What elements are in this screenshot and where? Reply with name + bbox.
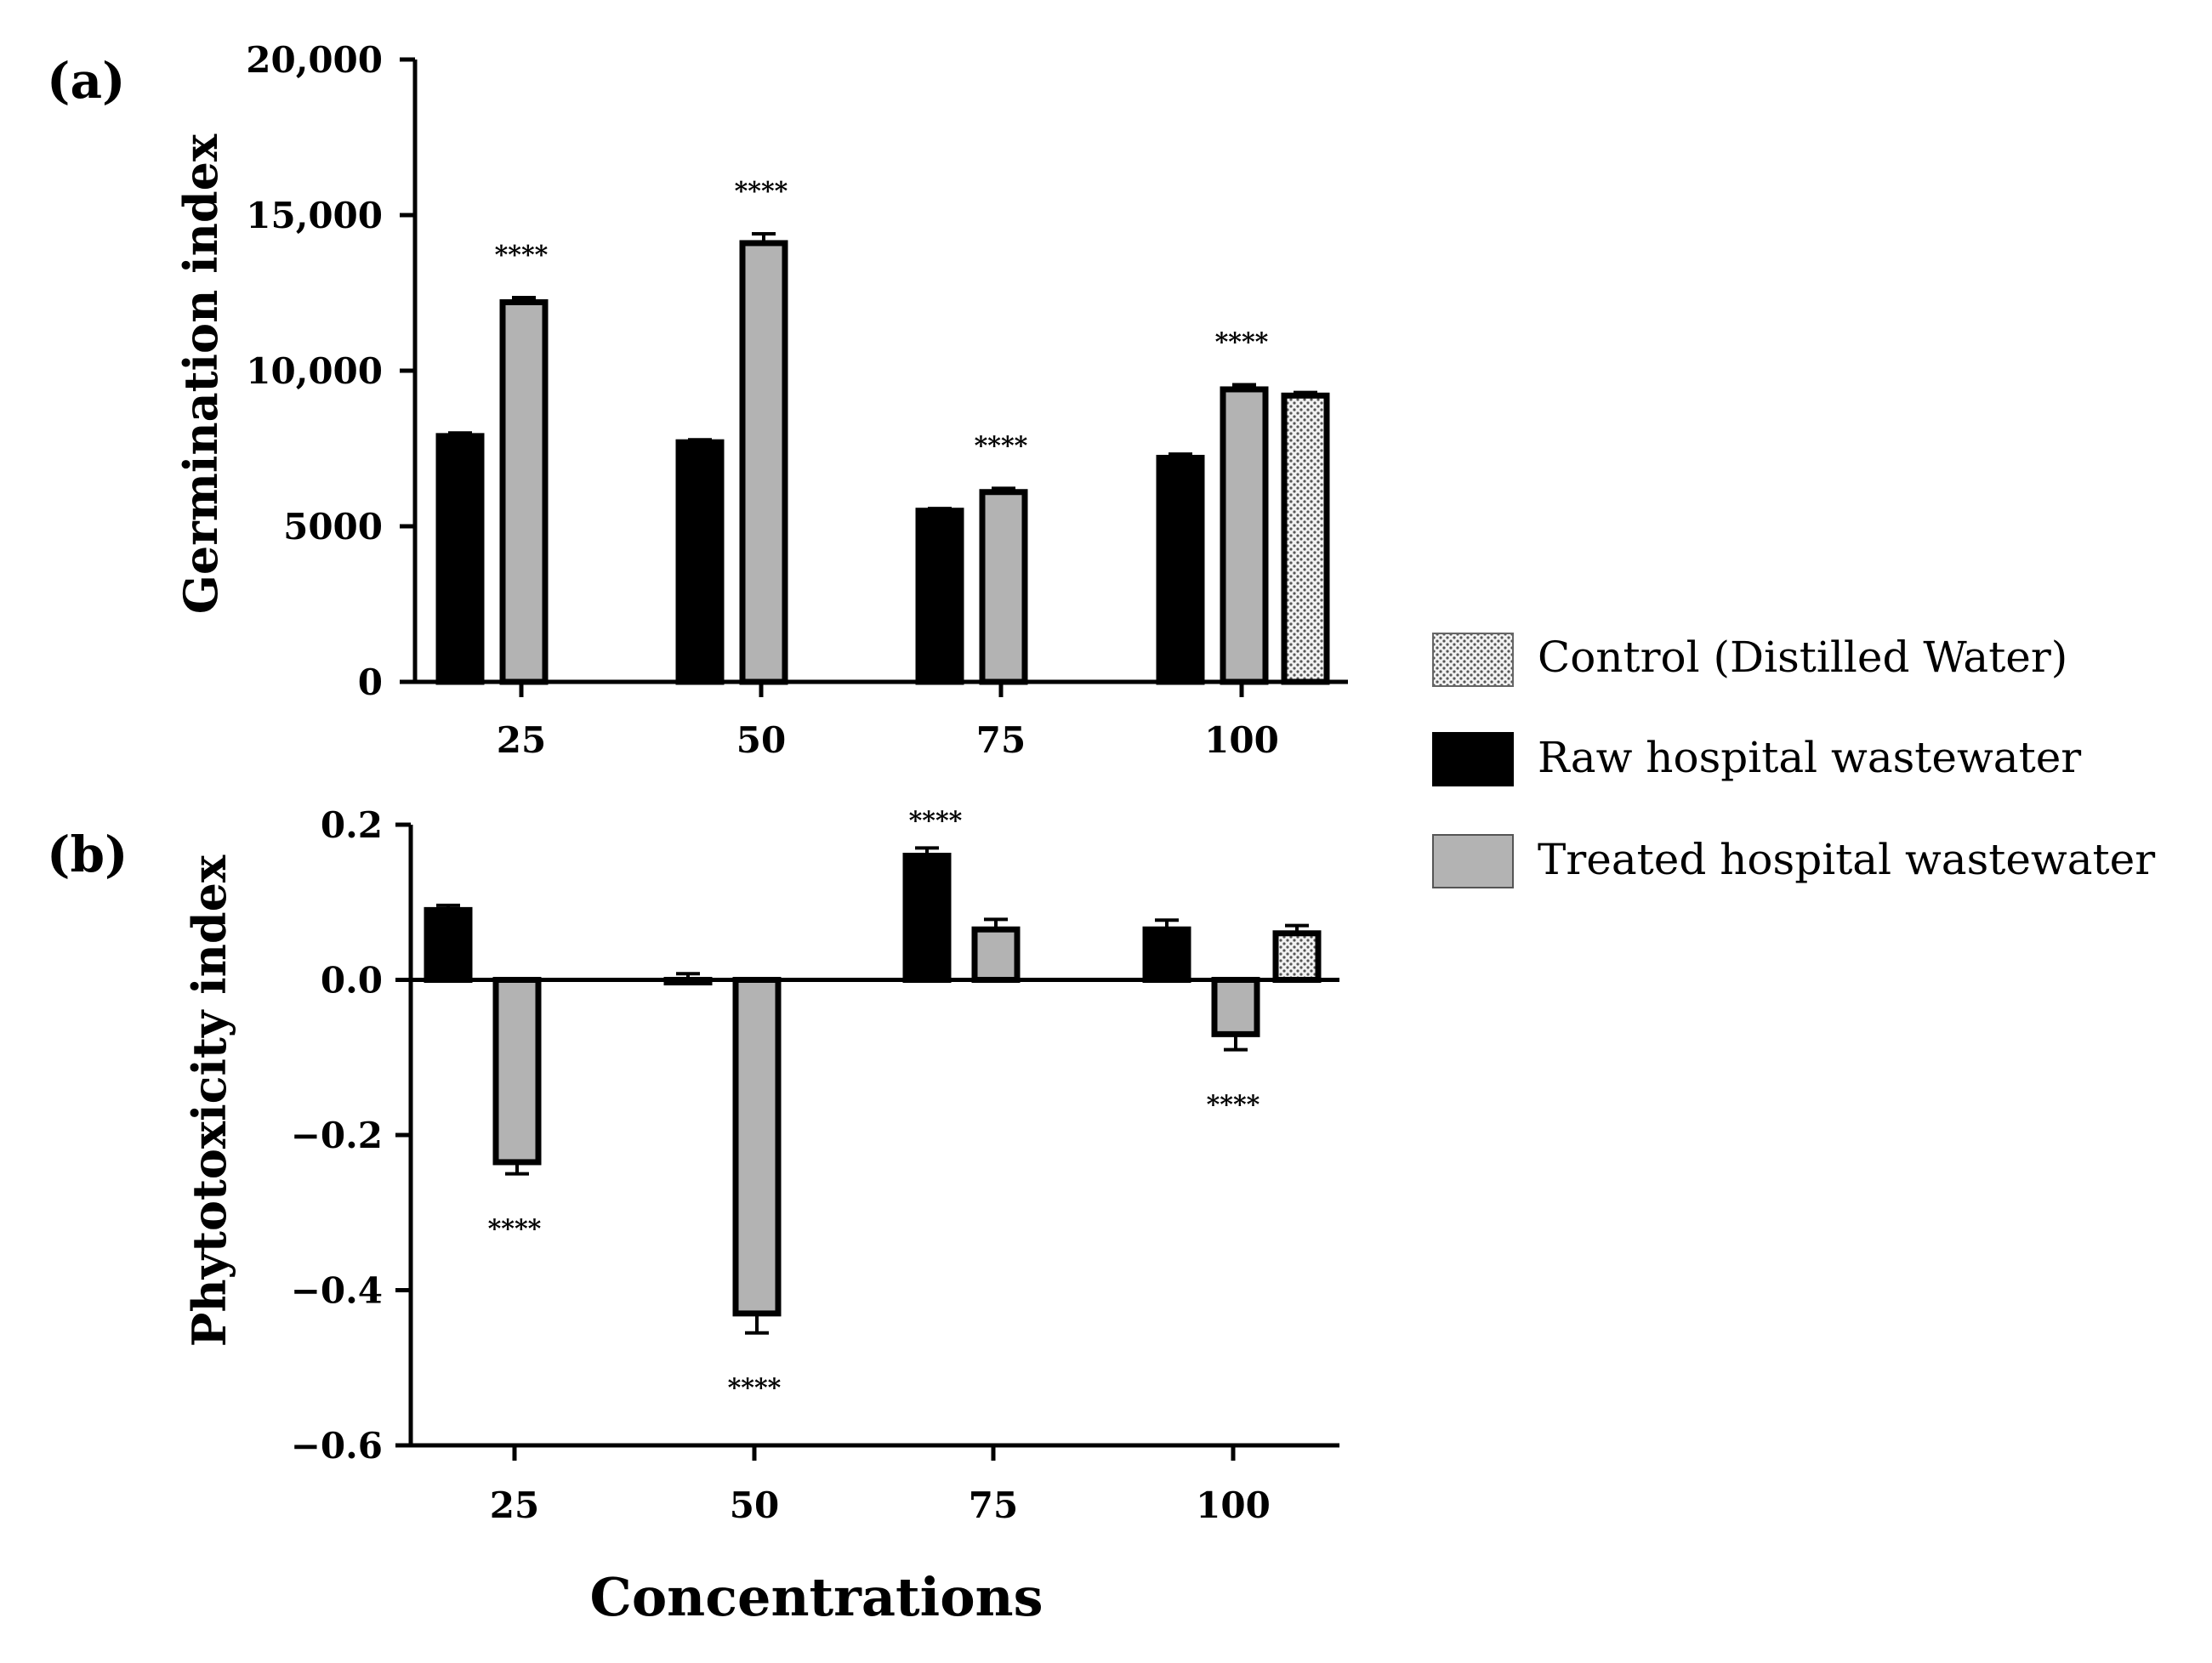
significance-marker: **** (488, 1215, 542, 1245)
x-tick-label: 50 (730, 1484, 779, 1526)
legend-swatch-raw (1432, 732, 1514, 786)
y-tick-label: 15,000 (246, 195, 383, 236)
legend-item-control: Control (Distilled Water) (1432, 633, 2067, 687)
significance-marker: **** (909, 806, 963, 836)
significance-marker: **** (728, 1374, 782, 1404)
significance-marker: **** (735, 177, 788, 207)
panel-b-label: (b) (47, 826, 128, 883)
y-tick-label: 5000 (283, 506, 383, 548)
bar-control (1281, 392, 1330, 685)
bar-raw (915, 508, 964, 685)
bar-treated (499, 298, 549, 685)
legend: Control (Distilled Water) Raw hospital w… (1432, 633, 2155, 888)
x-tick-label: 75 (969, 1484, 1018, 1526)
x-tick-label: 25 (497, 719, 546, 761)
panel-b-phytotoxicity-chart: (b) Phytotoxicity index −0.6 −0.4 −0.2 0.0 0… (47, 804, 1339, 1628)
x-tick-label: 25 (490, 1484, 539, 1526)
bar-treated (732, 977, 782, 1317)
bar-treated (979, 489, 1028, 685)
y-tick-label: −0.2 (291, 1115, 383, 1156)
legend-swatch-control (1432, 633, 1514, 687)
legend-label-treated: Treated hospital wastewater (1538, 835, 2155, 884)
bar-treated (1220, 386, 1269, 685)
y-tick-label: 0.0 (321, 960, 383, 1002)
panel-a-germination-chart: (a) Germination index 0 5000 10,000 15,000 2… (47, 39, 1348, 761)
bar-control (1272, 930, 1322, 983)
x-axis-title: Concentrations (589, 1566, 1043, 1628)
bar-treated (971, 926, 1021, 983)
x-tick-label: 50 (736, 719, 786, 761)
x-tick-label: 100 (1196, 1484, 1271, 1526)
legend-swatch-treated (1432, 834, 1514, 888)
bar-treated (739, 240, 788, 685)
x-tick-label: 100 (1204, 719, 1279, 761)
bar-raw (1156, 454, 1205, 685)
y-tick-label: −0.6 (291, 1425, 383, 1467)
bar-treated (1211, 977, 1260, 1037)
bar-raw (435, 433, 485, 685)
y-tick-label: 0.2 (321, 804, 383, 846)
bar-raw (1142, 926, 1191, 983)
legend-item-raw: Raw hospital wastewater (1432, 732, 2081, 786)
bar-treated (492, 977, 542, 1166)
bar-raw (675, 439, 725, 685)
y-axis-title-a: Germination index (173, 133, 228, 614)
significance-marker: **** (975, 431, 1028, 461)
bar-raw (663, 977, 713, 985)
significance-marker: **** (495, 241, 549, 270)
panel-a-label: (a) (47, 52, 125, 110)
significance-marker: **** (1207, 1091, 1260, 1121)
y-tick-label: 10,000 (246, 350, 383, 392)
y-tick-label: 20,000 (246, 39, 383, 81)
y-tick-label: −0.4 (291, 1270, 383, 1312)
legend-label-raw: Raw hospital wastewater (1538, 733, 2081, 782)
bar-raw (902, 853, 952, 983)
bar-raw (424, 906, 473, 983)
y-tick-label: 0 (358, 661, 383, 703)
y-axis-title-b: Phytotoxicity index (182, 854, 236, 1347)
significance-marker: **** (1215, 327, 1269, 357)
legend-label-control: Control (Distilled Water) (1538, 633, 2067, 682)
legend-item-treated: Treated hospital wastewater (1432, 834, 2155, 888)
x-tick-label: 75 (976, 719, 1026, 761)
